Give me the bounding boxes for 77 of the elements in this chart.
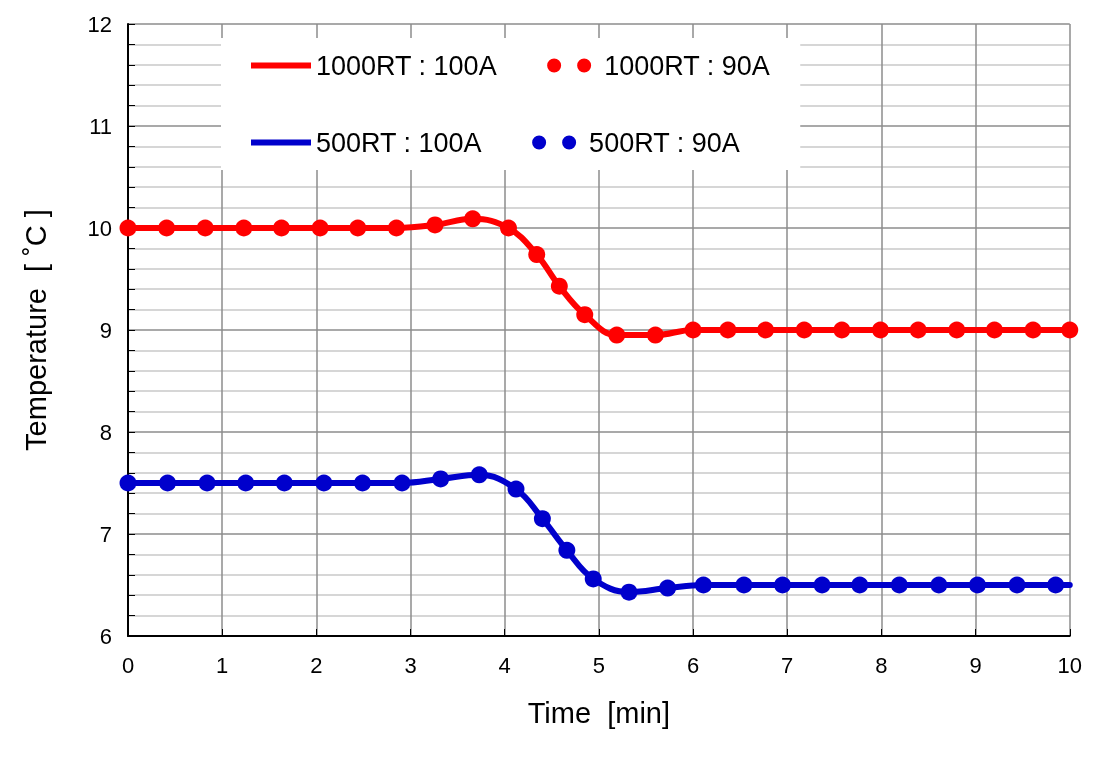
x-tick-label: 8 [875, 652, 888, 678]
x-tick-label: 3 [404, 652, 417, 678]
point [719, 321, 737, 339]
legend-label: 500RT : 90A [589, 127, 740, 158]
legend-label: 1000RT : 90A [604, 50, 770, 81]
point [684, 321, 702, 339]
point [968, 576, 986, 594]
point [387, 219, 405, 237]
point [354, 474, 371, 492]
point [311, 219, 329, 237]
point [1061, 321, 1079, 339]
x-tick-label: 4 [498, 652, 511, 678]
point [930, 576, 948, 594]
y-axis-title: Temperature [ ˚C ] [19, 209, 52, 451]
point [620, 583, 638, 601]
point [833, 321, 851, 339]
point [774, 576, 792, 594]
legend-label: 500RT : 100A [316, 127, 482, 158]
point [464, 210, 482, 228]
point [909, 321, 927, 339]
point [533, 510, 551, 528]
point [119, 474, 137, 492]
point [1008, 576, 1026, 594]
point [119, 219, 137, 237]
point [608, 326, 626, 344]
point [1024, 321, 1042, 339]
y-tick-label: 9 [99, 317, 112, 343]
point [196, 219, 214, 237]
point [735, 576, 753, 594]
x-tick-label: 7 [781, 652, 794, 678]
point [757, 321, 775, 339]
legend-label: 1000RT : 100A [316, 50, 497, 81]
point [948, 321, 966, 339]
y-tick-label: 11 [89, 113, 112, 139]
y-tick-label: 7 [99, 521, 112, 547]
point [159, 474, 177, 492]
point [158, 219, 176, 237]
x-tick-label: 2 [310, 652, 323, 678]
point [813, 576, 831, 594]
x-tick-label: 6 [686, 652, 700, 678]
point [235, 219, 253, 237]
y-tick-label: 8 [99, 419, 112, 445]
point [507, 480, 525, 498]
point [871, 321, 889, 339]
point [273, 219, 291, 237]
point [499, 219, 517, 237]
y-tick-label: 10 [87, 215, 112, 241]
point [426, 216, 444, 234]
x-tick-label: 1 [216, 652, 229, 678]
point [470, 466, 488, 484]
point [694, 576, 712, 594]
point [795, 321, 813, 339]
x-tick-label: 0 [121, 652, 135, 678]
point [558, 541, 576, 559]
point [659, 579, 677, 597]
point [198, 474, 216, 492]
x-axis-title: Time [min] [527, 696, 671, 729]
point [237, 474, 255, 492]
y-tick-label: 12 [87, 11, 112, 37]
point [576, 306, 594, 324]
point [985, 321, 1003, 339]
x-tick-label: 10 [1057, 652, 1083, 678]
point [890, 576, 908, 594]
point [646, 326, 664, 344]
point [851, 576, 869, 594]
point [528, 246, 546, 264]
point [315, 474, 333, 492]
point [432, 470, 450, 488]
point [393, 474, 411, 492]
point [1047, 576, 1065, 594]
x-tick-label: 5 [592, 652, 606, 678]
point [275, 474, 293, 492]
point [550, 277, 568, 295]
y-tick-label: 6 [99, 623, 112, 649]
point [584, 570, 602, 588]
x-tick-label: 9 [969, 652, 982, 678]
point [349, 219, 367, 237]
